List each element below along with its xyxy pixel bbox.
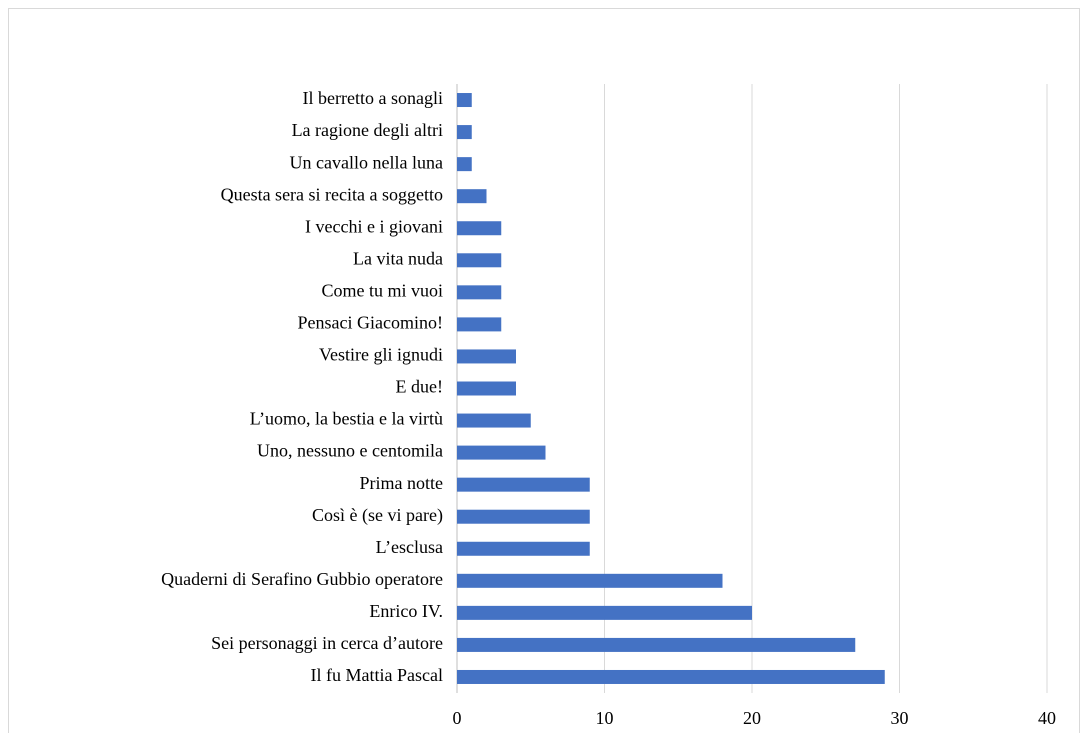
y-tick-label: Come tu mi vuoi: [322, 280, 444, 300]
bar: [457, 157, 472, 172]
y-tick-label: L’uomo, la bestia e la virtù: [250, 409, 443, 429]
bar: [457, 285, 502, 300]
bar: [457, 669, 885, 684]
y-tick-label: I vecchi e i giovani: [305, 216, 443, 236]
bar: [457, 509, 590, 524]
y-tick-label: Enrico IV.: [369, 601, 443, 621]
bar: [457, 413, 531, 428]
y-tick-label: Il berretto a sonagli: [303, 88, 443, 108]
bar: [457, 477, 590, 492]
x-tick-label: 10: [596, 708, 614, 728]
y-tick-label: Quaderni di Serafino Gubbio operatore: [161, 569, 443, 589]
y-tick-label: Uno, nessuno e centomila: [257, 441, 443, 461]
bar: [457, 349, 516, 364]
bar: [457, 93, 472, 108]
bar: [457, 125, 472, 140]
x-tick-label: 30: [891, 708, 909, 728]
bar: [457, 253, 502, 268]
y-tick-label: Questa sera si recita a soggetto: [221, 184, 443, 204]
x-tick-label: 0: [453, 708, 462, 728]
y-tick-label: Così è (se vi pare): [312, 505, 443, 526]
y-tick-label: Sei personaggi in cerca d’autore: [211, 633, 443, 653]
bar: [457, 221, 502, 236]
bar: [457, 445, 546, 460]
bar: [457, 541, 590, 556]
x-tick-label: 40: [1038, 708, 1056, 728]
bar: [457, 605, 752, 620]
bar: [457, 637, 856, 652]
y-tick-label: Vestire gli ignudi: [319, 345, 443, 365]
y-tick-label: E due!: [396, 377, 443, 397]
chart-frame: [8, 8, 1080, 733]
y-tick-label: Prima notte: [360, 473, 444, 493]
y-tick-label: Il fu Mattia Pascal: [311, 665, 443, 685]
y-tick-label: Pensaci Giacomino!: [298, 313, 443, 333]
y-tick-label: La vita nuda: [353, 248, 443, 268]
y-tick-label: Un cavallo nella luna: [290, 152, 443, 172]
bar: [457, 573, 723, 588]
x-tick-label: 20: [743, 708, 761, 728]
y-tick-label: La ragione degli altri: [292, 120, 443, 140]
y-tick-label: L’esclusa: [376, 537, 443, 557]
bar: [457, 317, 502, 332]
bar: [457, 189, 487, 204]
bar: [457, 381, 516, 396]
